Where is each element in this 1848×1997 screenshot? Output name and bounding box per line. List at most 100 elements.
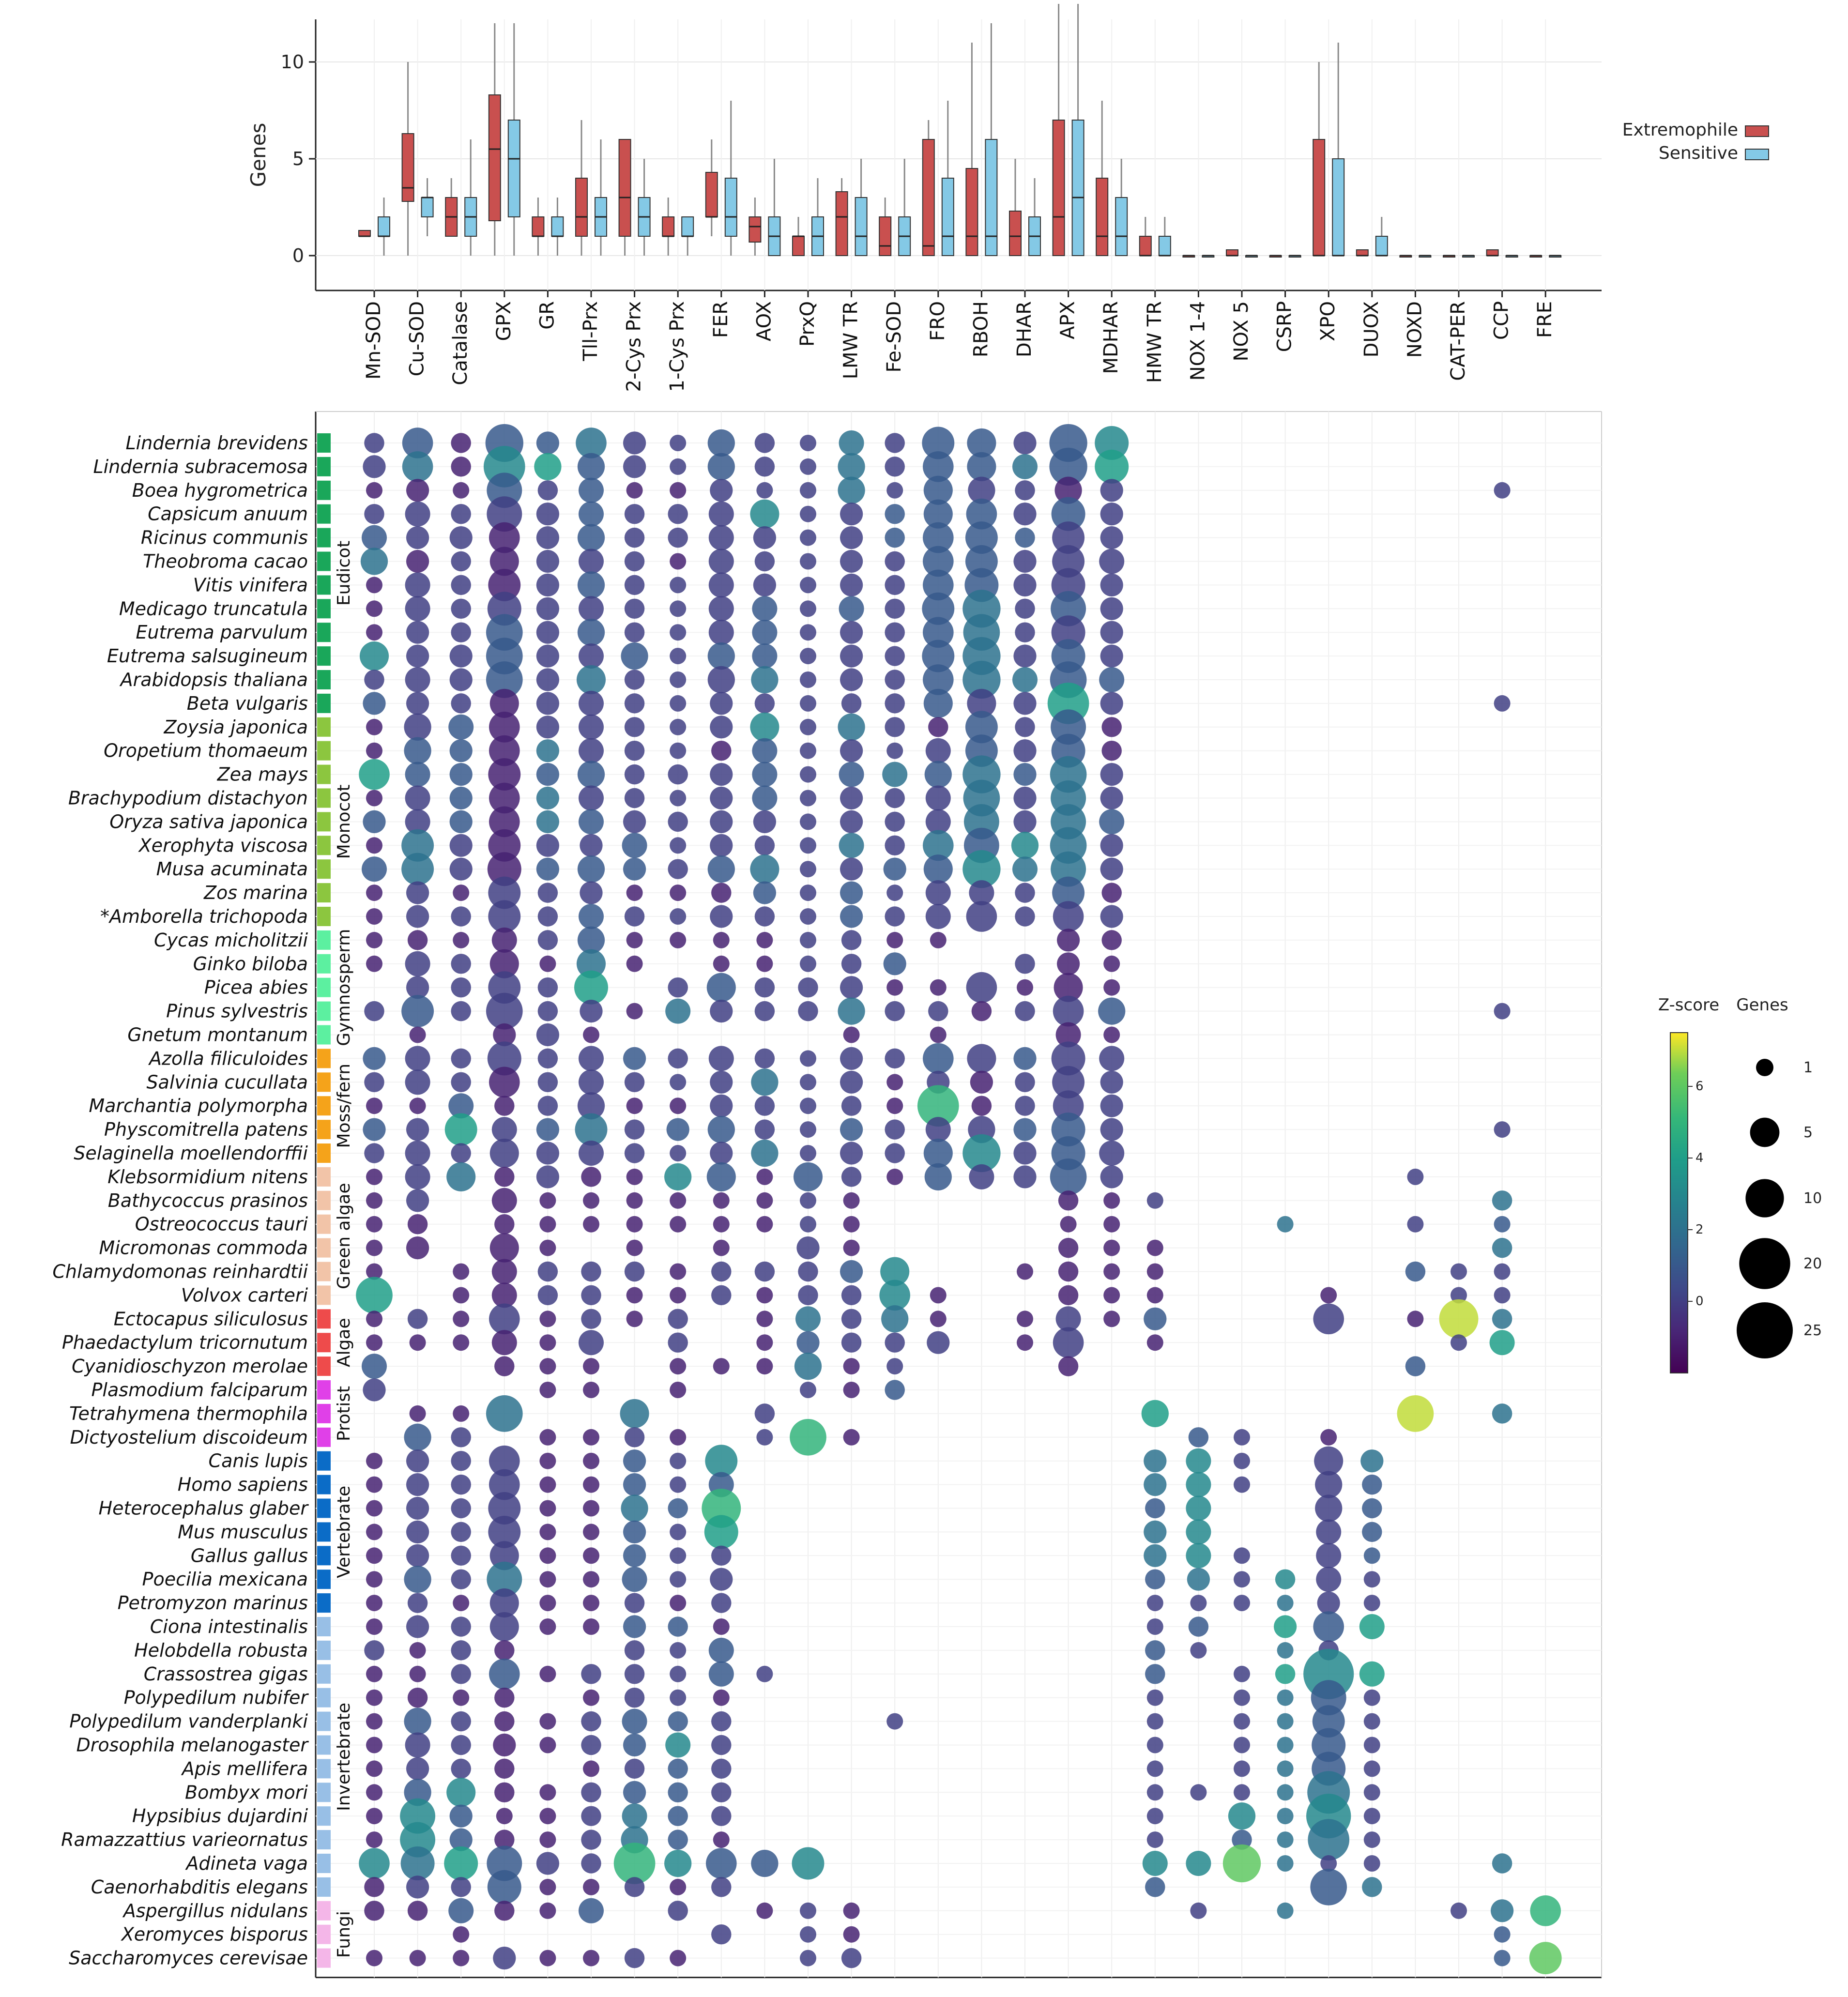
bubble — [668, 527, 688, 548]
bubble — [1015, 1096, 1035, 1116]
bubble — [1146, 1808, 1163, 1825]
bubble — [620, 1399, 649, 1428]
bubble — [622, 833, 647, 858]
bubble — [536, 857, 559, 881]
bubble — [1051, 1041, 1085, 1076]
bubble — [750, 712, 779, 742]
bubble — [624, 906, 645, 927]
bubble — [668, 1498, 688, 1519]
bubble — [494, 1901, 515, 1921]
group-color-bar — [317, 599, 331, 619]
bubble — [967, 1044, 996, 1073]
bubble — [1013, 1142, 1037, 1165]
species-label: Mus musculus — [178, 1521, 308, 1542]
bubble — [708, 1661, 734, 1687]
bubble — [969, 880, 994, 906]
bubble — [841, 954, 862, 974]
species-label: Heterocephalus glaber — [99, 1498, 309, 1519]
bubble — [362, 856, 387, 882]
bubble — [1142, 1851, 1168, 1876]
bubble — [576, 665, 606, 695]
group-color-bar — [317, 1498, 331, 1518]
bubble — [1100, 621, 1123, 644]
bubble — [839, 430, 864, 456]
bubble — [1146, 1239, 1163, 1256]
bubble — [670, 1665, 687, 1682]
bubble — [489, 1067, 520, 1098]
bubble — [405, 762, 430, 787]
group-color-bar — [317, 1190, 331, 1210]
bubble — [1234, 1760, 1250, 1777]
bubble — [494, 1640, 515, 1661]
bubble — [966, 901, 997, 932]
bubble — [1100, 597, 1123, 620]
bubble — [1363, 1547, 1380, 1564]
group-color-bar — [317, 859, 331, 879]
bubble — [366, 1500, 382, 1517]
group-color-bar — [317, 1357, 331, 1376]
bubble — [756, 1665, 773, 1682]
bubble — [488, 900, 521, 933]
bubble — [1275, 1569, 1296, 1589]
group-label: Gymnosperm — [334, 929, 354, 1046]
bubble — [668, 1616, 688, 1637]
bubble — [1234, 1429, 1250, 1446]
bubble — [1232, 1829, 1252, 1850]
bubble — [800, 1074, 816, 1091]
bubble — [488, 876, 521, 909]
bubble — [1146, 1760, 1163, 1777]
bubble — [707, 1115, 735, 1143]
bubble — [753, 881, 776, 904]
bubble — [800, 577, 816, 594]
bubble — [885, 527, 905, 548]
species-label: Beta vulgaris — [187, 693, 308, 714]
box-extremophile — [1486, 249, 1499, 256]
box-sensitive — [1115, 197, 1128, 256]
bubble — [1407, 1311, 1424, 1327]
bubble — [962, 1134, 1001, 1173]
bubble — [843, 1902, 860, 1919]
group-color-bar — [317, 1711, 331, 1731]
bubble — [1320, 1429, 1337, 1446]
bubble — [583, 1216, 599, 1233]
bubble — [489, 688, 519, 718]
group-color-bar — [317, 1403, 331, 1423]
bubble — [711, 1735, 732, 1755]
bubble — [1100, 1165, 1123, 1189]
bubble — [1186, 1448, 1211, 1474]
bubble — [494, 1687, 515, 1708]
bubble — [1146, 1263, 1163, 1280]
bubble — [708, 572, 734, 598]
group-color-bar — [317, 764, 331, 784]
bubble — [579, 1898, 604, 1923]
bubble — [1051, 615, 1085, 650]
bubble — [706, 1162, 736, 1191]
species-label: Micromonas commoda — [99, 1237, 308, 1259]
bubble — [707, 855, 735, 883]
bubble — [406, 1189, 429, 1212]
bubble — [400, 1846, 435, 1880]
bubble — [705, 1445, 738, 1478]
size-legend-label: 10 — [1803, 1190, 1822, 1207]
bubble — [536, 716, 559, 739]
bubble — [670, 1287, 687, 1304]
bubble — [536, 503, 559, 526]
species-label: Marchantia polymorpha — [89, 1095, 308, 1116]
bubble — [713, 955, 730, 972]
bubble — [840, 503, 863, 526]
bubble — [670, 1524, 687, 1540]
bubble — [621, 1494, 648, 1522]
bubble — [536, 834, 559, 857]
bubble — [1100, 573, 1123, 596]
bubble — [451, 1072, 471, 1093]
bubble — [579, 1069, 604, 1095]
bubble — [1146, 1287, 1163, 1304]
bubble — [1186, 1472, 1211, 1497]
bubble — [624, 1143, 645, 1163]
bubble — [800, 435, 816, 451]
bubble — [711, 1545, 732, 1566]
bubble — [1451, 1287, 1467, 1304]
bubble — [665, 998, 691, 1024]
group-color-bar — [317, 1948, 331, 1968]
